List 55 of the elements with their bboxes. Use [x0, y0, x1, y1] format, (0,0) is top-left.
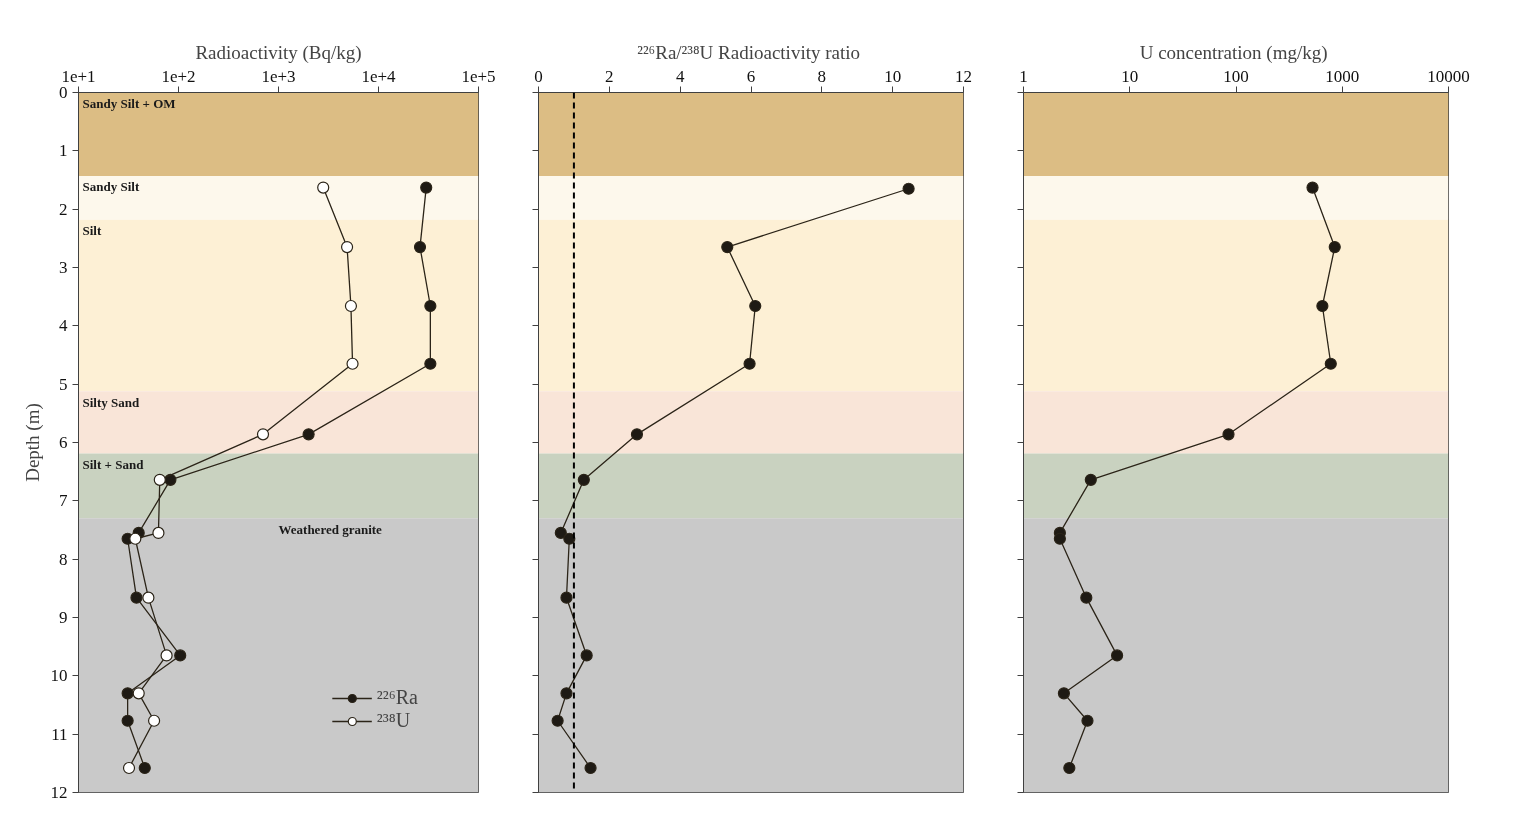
x-tick-label: 1 [1019, 66, 1028, 86]
x-tick-label: 1e+3 [261, 66, 296, 86]
y-tick-label: 10 [50, 666, 68, 686]
y-tick-label: 0 [59, 83, 68, 102]
x-axis-title: ²²⁶Ra/²³⁸U Radioactivity ratio [637, 41, 861, 63]
point [584, 761, 597, 775]
legend-label: ²²⁶Ra [376, 686, 418, 709]
x-axis-title: U concentration (mg/kg) [1139, 41, 1328, 64]
band-label: Silt [82, 223, 102, 239]
y-tick-label: 2 [59, 199, 68, 219]
x-tick-label: 100 [1223, 66, 1249, 86]
y-axis-title: Depth (m) [21, 403, 44, 482]
x-tick-label: 8 [817, 66, 827, 86]
x-tick-label: 10000 [1427, 66, 1470, 86]
point [749, 299, 762, 313]
band-label: Sandy Silt + OM [82, 96, 176, 111]
x-tick-label: 1e+1 [61, 66, 96, 86]
point [580, 649, 593, 662]
x-tick-label: 2 [605, 66, 614, 86]
x-tick-label: 1e+2 [161, 66, 196, 86]
point [563, 532, 576, 545]
x-tick-label: 1e+4 [361, 66, 397, 86]
x-tick-label: 0 [534, 66, 543, 86]
y-tick-label: 4 [59, 316, 68, 336]
band-label: Silt + Sand [82, 457, 145, 473]
point [721, 240, 734, 254]
y-tick-label: 3 [59, 258, 68, 277]
y-tick-label: 1 [59, 141, 68, 161]
y-tick-label: 6 [59, 433, 68, 452]
band-label: Sandy Silt [82, 179, 140, 195]
y-tick-label: 11 [51, 724, 68, 744]
x-tick-label: 1000 [1325, 66, 1360, 86]
point [577, 473, 590, 486]
point [554, 526, 567, 540]
x-tick-label: 10 [1121, 66, 1139, 86]
y-tick-label: 8 [59, 549, 68, 569]
point [560, 591, 573, 604]
legend-label: ²³⁸U [376, 709, 411, 732]
y-tick-label: 7 [59, 491, 68, 511]
band-label: Silty Sand [82, 394, 140, 410]
x-tick-label: 10 [884, 66, 902, 86]
y-tick-label: 5 [59, 374, 68, 394]
point [560, 687, 573, 700]
x-tick-label: 4 [675, 66, 685, 86]
y-tick-label: 9 [59, 608, 68, 627]
point [551, 714, 564, 727]
point [743, 357, 756, 370]
band-label: Weathered granite [278, 521, 383, 537]
x-tick-label: 1e+5 [461, 66, 496, 86]
x-axis-title: Radioactivity (Bq/kg) [195, 41, 362, 64]
x-tick-label: 12 [955, 66, 972, 86]
point [630, 428, 644, 441]
x-tick-label: 6 [746, 66, 756, 86]
point [902, 182, 915, 195]
y-tick-label: 12 [50, 783, 68, 802]
